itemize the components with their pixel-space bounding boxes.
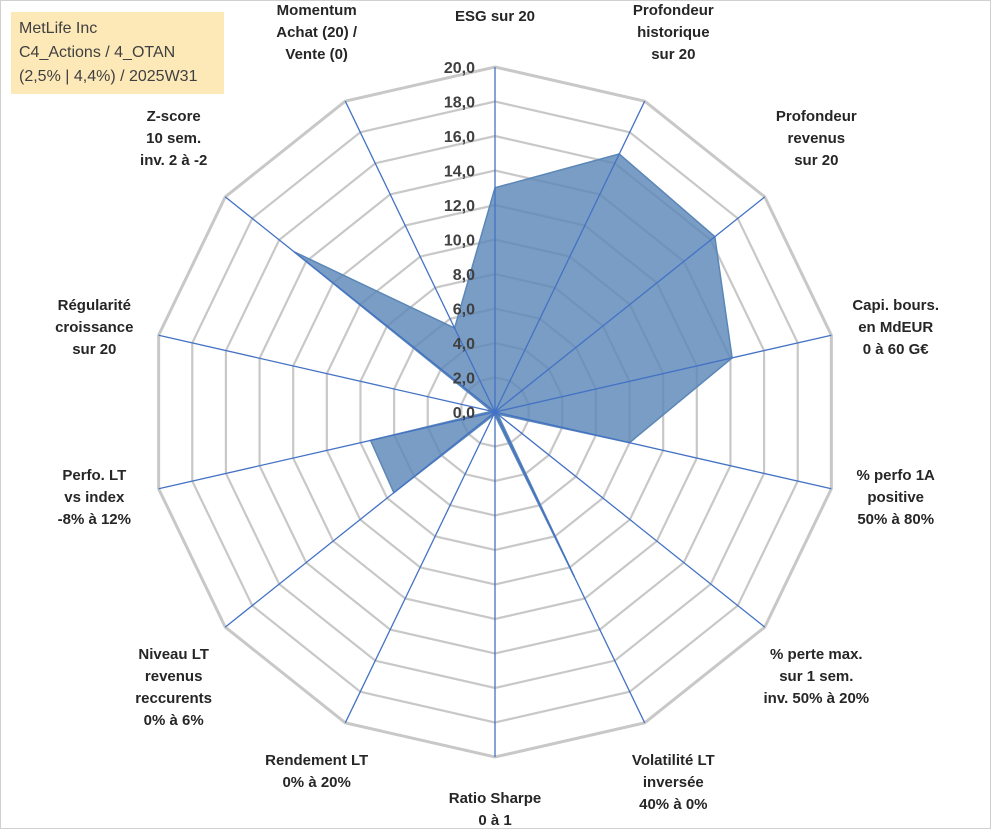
axis-spoke (494, 334, 832, 413)
tick-label: 8,0 (453, 267, 475, 284)
axis-spoke (344, 100, 496, 413)
tick-label: 2,0 (453, 371, 475, 388)
axis-spoke (344, 411, 496, 724)
info-period: (2,5% | 4,4%) / 2025W31 (19, 68, 198, 85)
axis-spoke (494, 411, 832, 490)
axis-spoke (494, 411, 646, 724)
info-portfolio: C4_Actions / 4_OTAN (19, 44, 176, 61)
info-company: MetLife Inc (19, 20, 98, 37)
axis-label: Perfo. LT vs index -8% à 12% (58, 467, 131, 528)
tick-label: 16,0 (444, 129, 475, 146)
axis-label: Profondeur revenus sur 20 (776, 108, 857, 169)
tick-label: 0,0 (453, 405, 475, 422)
axis-spoke (494, 100, 646, 413)
axis-spoke (494, 411, 766, 628)
tick-label: 20,0 (444, 60, 475, 77)
tick-label: 18,0 (444, 95, 475, 112)
tick-label: 10,0 (444, 233, 475, 250)
axis-spoke (224, 411, 496, 628)
axis-label: Rendement LT 0% à 20% (265, 752, 368, 791)
axis-label: Ratio Sharpe 0 à 1 (449, 790, 542, 829)
tick-label: 14,0 (444, 164, 475, 181)
axis-label: Régularité croissance sur 20 (55, 297, 133, 358)
axis-label: Capi. bours. en MdEUR 0 à 60 G€ (852, 297, 939, 358)
tick-label: 6,0 (453, 302, 475, 319)
axis-spoke (158, 411, 496, 490)
axis-label: % perte max. sur 1 sem. inv. 50% à 20% (764, 646, 870, 707)
tick-label: 4,0 (453, 336, 475, 353)
axis-label: Niveau LT revenus reccurents 0% à 6% (135, 646, 212, 729)
axis-label: Volatilité LT inversée 40% à 0% (632, 752, 715, 813)
axis-label: Momentum Achat (20) / Vente (0) (276, 2, 358, 63)
axis-spoke (494, 196, 766, 413)
axis-label: NoteESG sur 20 (455, 0, 535, 25)
axis-label: Z-score 10 sem. inv. 2 à -2 (140, 108, 207, 169)
axis-spoke (158, 334, 496, 413)
axis-spoke (224, 196, 496, 413)
axis-label: Profondeur historique sur 20 (633, 2, 714, 63)
info-box: MetLife Inc C4_Actions / 4_OTAN (2,5% | … (11, 12, 224, 94)
axis-label: % perfo 1A positive 50% à 80% (857, 467, 936, 528)
tick-label: 12,0 (444, 198, 475, 215)
